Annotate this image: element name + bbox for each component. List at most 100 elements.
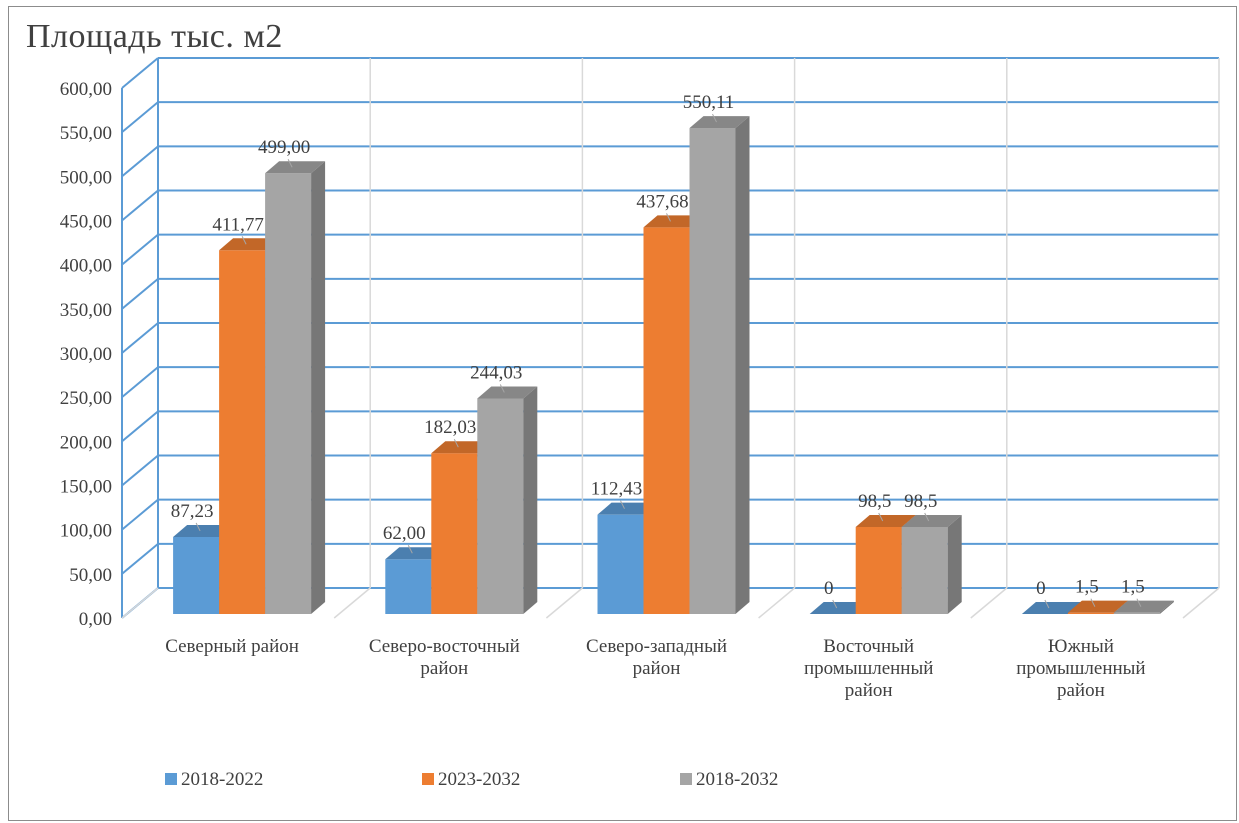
gridline-side <box>121 498 159 531</box>
bar <box>643 227 690 614</box>
gridline-side <box>121 410 159 443</box>
floor-line <box>1182 587 1220 619</box>
bar-side <box>1159 600 1174 614</box>
gridline-side <box>121 189 159 222</box>
category-label: Восточный <box>823 636 914 657</box>
gridline-side <box>121 366 159 398</box>
data-label-leader <box>195 522 201 532</box>
chart-area <box>8 6 1237 821</box>
legend-label: 2018-2032 <box>696 769 778 790</box>
category-label: промышленный <box>1016 658 1145 679</box>
bar-top <box>809 602 870 614</box>
bar <box>855 526 902 614</box>
bar-top <box>431 441 492 454</box>
bar-side <box>947 514 962 614</box>
legend-swatch <box>680 773 692 785</box>
data-label-leader <box>1044 599 1050 609</box>
data-label: 499,00 <box>258 137 310 158</box>
bar-side <box>523 386 538 614</box>
bar <box>477 398 524 614</box>
category-label: район <box>1057 680 1105 701</box>
floor-line <box>758 587 796 619</box>
bar <box>385 559 432 614</box>
data-label-leader <box>666 213 671 222</box>
bar <box>901 526 948 614</box>
data-label: 87,23 <box>171 501 214 522</box>
data-label: 0 <box>1036 578 1046 599</box>
data-label-leader <box>287 158 293 168</box>
legend-label: 2018-2022 <box>181 769 263 790</box>
data-label: 98,5 <box>858 491 891 512</box>
data-label: 1,5 <box>1075 577 1099 598</box>
bar <box>219 250 266 614</box>
bar <box>1113 612 1160 614</box>
gridline-side <box>121 101 159 133</box>
data-label-leader <box>878 512 884 522</box>
data-label-leader <box>499 384 505 393</box>
legend-swatch <box>422 773 434 785</box>
data-label: 112,43 <box>591 479 643 500</box>
y-tick-label: 150,00 <box>60 477 112 498</box>
data-label: 62,00 <box>383 523 426 544</box>
category-label: Северо-западный <box>586 636 727 657</box>
bar-top <box>1113 600 1174 613</box>
floor-line <box>970 587 1008 619</box>
category-label: Северо-восточный <box>369 636 520 657</box>
bar-top <box>1067 600 1128 613</box>
y-tick-label: 100,00 <box>60 521 112 542</box>
category-label: район <box>633 658 681 679</box>
floor-line <box>545 587 583 619</box>
y-tick-label: 550,00 <box>60 123 112 144</box>
bar-top <box>385 547 446 560</box>
bar <box>431 453 478 614</box>
bar-top <box>901 514 962 527</box>
data-label-leader <box>620 500 625 509</box>
y-tick-label: 350,00 <box>60 300 112 321</box>
bar-top <box>477 386 538 399</box>
data-label-leader <box>1136 598 1142 607</box>
y-tick-label: 400,00 <box>60 256 112 277</box>
data-label: 244,03 <box>470 362 522 383</box>
data-label-leader <box>1090 598 1096 607</box>
bar <box>1067 612 1114 614</box>
data-label: 98,5 <box>904 491 937 512</box>
data-label-leader <box>241 236 247 245</box>
y-tick-label: 50,00 <box>69 565 112 586</box>
floor-line <box>333 587 371 619</box>
data-label: 437,68 <box>636 191 688 212</box>
bar <box>173 536 220 614</box>
bar-top <box>643 215 704 228</box>
gridline-side <box>121 543 159 575</box>
chart-title: Площадь тыс. м2 <box>26 18 283 55</box>
data-label-leader <box>832 599 838 609</box>
bar <box>597 514 644 614</box>
gridline-side <box>121 145 159 178</box>
y-tick-label: 200,00 <box>60 432 112 453</box>
legend-swatch <box>165 773 177 785</box>
data-label: 182,03 <box>424 417 476 438</box>
y-tick-label: 250,00 <box>60 388 112 409</box>
data-label: 1,5 <box>1121 577 1145 598</box>
bar-side <box>735 116 750 614</box>
gridline-side <box>121 278 159 310</box>
data-label-leader <box>407 545 413 554</box>
gridline-side <box>121 233 159 266</box>
gridline-side <box>121 322 159 354</box>
bar-side <box>311 161 326 614</box>
bar <box>689 128 736 614</box>
bar-top <box>265 161 326 174</box>
data-label: 0 <box>824 578 834 599</box>
y-tick-label: 300,00 <box>60 344 112 365</box>
legend-label: 2023-2032 <box>438 769 520 790</box>
bar-top <box>855 514 916 527</box>
gridline-side <box>121 57 159 89</box>
floor-line <box>121 587 159 619</box>
data-label: 411,77 <box>212 214 264 235</box>
bar-top <box>597 502 658 515</box>
y-tick-label: 600,00 <box>60 79 112 100</box>
y-tick-label: 450,00 <box>60 212 112 233</box>
data-label: 550,11 <box>683 92 735 113</box>
data-label-leader <box>924 512 930 522</box>
bar-top <box>219 238 280 251</box>
